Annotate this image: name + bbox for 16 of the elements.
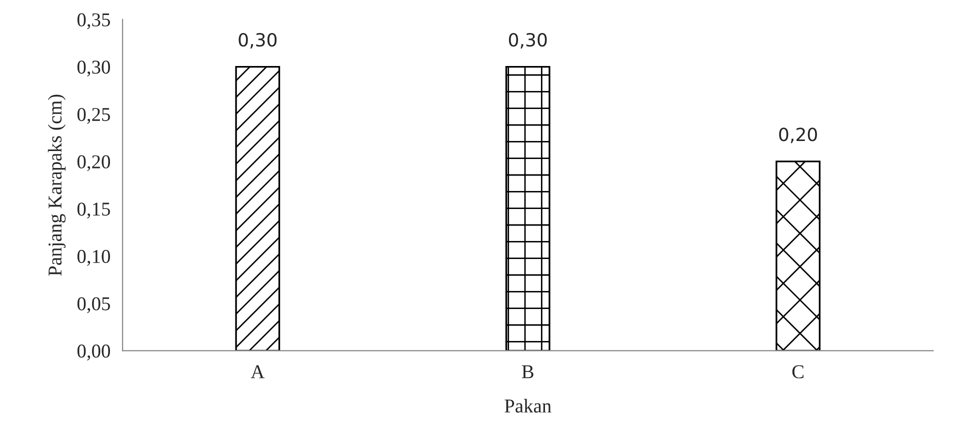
x-tick-label: B (522, 365, 534, 378)
y-tick-label: 0,15 (77, 202, 110, 219)
x-tick-label: A (250, 365, 265, 378)
data-label: 0,20 (779, 128, 817, 144)
x-axis-title: Pakan (504, 398, 552, 413)
y-tick-label: 0,35 (77, 13, 110, 30)
y-axis-title: Panjang Karapaks (cm) (48, 94, 66, 276)
y-tick-label: 0,30 (77, 60, 110, 77)
y-tick-label: 0,00 (77, 344, 110, 360)
data-label: 0,30 (508, 32, 547, 48)
data-label: 0,30 (238, 32, 277, 48)
y-tick-label: 0,25 (77, 108, 110, 124)
x-tick-label: C (792, 365, 804, 378)
y-tick-label: 0,10 (77, 250, 110, 266)
y-tick-label: 0,05 (77, 297, 110, 314)
y-tick-label: 0,20 (77, 155, 110, 172)
